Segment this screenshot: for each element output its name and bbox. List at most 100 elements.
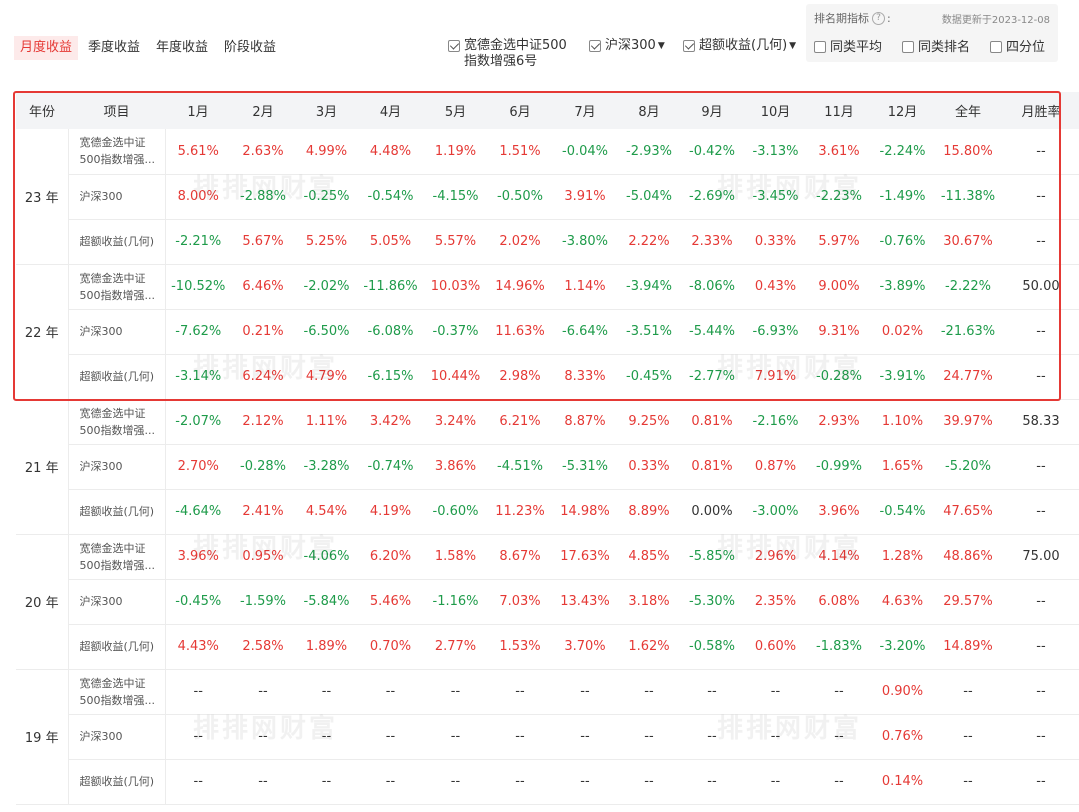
value-cell: -7.62% — [165, 309, 231, 355]
table-row: 20 年宽德金选中证500指数增强... 3.96% 0.95% -4.06% 6.20… — [16, 534, 1079, 670]
value-cell: -2.02% — [295, 264, 358, 310]
category-average-checkbox[interactable] — [814, 40, 826, 53]
item-label: 宽德金选中证500指数增强... — [79, 541, 156, 572]
value-cell: -- — [744, 759, 807, 805]
option-quartile[interactable]: 四分位 — [990, 36, 1045, 55]
value-cell: 4.48% — [358, 129, 423, 175]
chevron-down-icon[interactable]: ▼ — [789, 41, 797, 51]
value-cell: -- — [1002, 444, 1079, 490]
item-label: 超额收益(几何) — [79, 775, 155, 788]
value-cell: 2.41% — [231, 489, 295, 535]
tab-annual-return[interactable]: 年度收益 — [156, 40, 209, 55]
fund-checkbox[interactable] — [448, 40, 460, 52]
value-cell: -2.07% — [165, 399, 231, 445]
value-cell: -3.89% — [871, 264, 934, 310]
value-cell: 0.33% — [618, 444, 680, 490]
item-cell: 沪深300 — [68, 714, 166, 760]
value-cell: -5.44% — [680, 309, 744, 355]
value-cell: 0.90% — [871, 669, 934, 715]
value-cell: -0.42% — [680, 129, 744, 175]
value-cell: 8.33% — [552, 354, 618, 400]
value-cell: -- — [295, 759, 358, 805]
chevron-down-icon[interactable]: ▼ — [657, 41, 665, 51]
tab-monthly-return[interactable]: 月度收益 — [14, 36, 79, 60]
value-cell: 2.22% — [618, 219, 680, 265]
item-label: 宽德金选中证500指数增强... — [79, 271, 156, 302]
fund-series-toggle[interactable]: 宽德金选中证500 指数增强6号 — [448, 38, 567, 70]
item-label: 宽德金选中证500指数增强... — [79, 676, 156, 707]
value-cell: 1.89% — [295, 624, 358, 670]
item-cell: 沪深300 — [68, 579, 166, 625]
value-cell: 5.05% — [358, 219, 423, 265]
column-header: 10月 — [744, 92, 807, 129]
value-cell: -- — [1002, 759, 1079, 805]
value-cell: -- — [1002, 129, 1079, 175]
value-cell: 47.65% — [934, 489, 1002, 535]
category-rank-checkbox[interactable] — [902, 40, 915, 53]
period-tabs: 月度收益 季度收益 年度收益 阶段收益 — [14, 36, 282, 60]
value-cell: -1.59% — [231, 579, 295, 625]
value-cell: -- — [618, 759, 680, 805]
value-cell: -2.23% — [807, 174, 871, 220]
value-cell: 8.89% — [618, 489, 680, 535]
value-cell: 0.81% — [680, 399, 744, 445]
value-cell: -3.28% — [295, 444, 358, 490]
value-cell: -0.74% — [358, 444, 423, 490]
value-cell: 0.81% — [680, 444, 744, 490]
value-cell: -11.86% — [358, 264, 423, 310]
ranking-title: 排名期指标 — [814, 12, 869, 25]
value-cell: 9.31% — [807, 309, 871, 355]
option-category-average[interactable]: 同类平均 — [814, 36, 882, 55]
table-row: 超额收益(几何) -- -- -- -- -- -- -- -- -- -- -- 0.14% -- -- — [16, 759, 1079, 805]
tab-period-return[interactable]: 阶段收益 — [224, 40, 277, 55]
value-cell: 6.24% — [231, 354, 295, 400]
table-row: 超额收益(几何) -3.14% 6.24% 4.79% -6.15% 10.44% 2.98… — [16, 354, 1079, 400]
value-cell: -1.49% — [871, 174, 934, 220]
table-row: 沪深300 -- -- -- -- -- -- -- -- -- -- -- 0.76% -- -- — [16, 714, 1079, 760]
table-row: 超额收益(几何) 4.43% 2.58% 1.89% 0.70% 2.77% 1.53% 3.… — [16, 624, 1079, 670]
value-cell: -- — [934, 714, 1002, 760]
item-label: 宽德金选中证500指数增强... — [79, 406, 156, 437]
value-cell: -0.76% — [871, 219, 934, 265]
value-cell: -0.37% — [423, 309, 488, 355]
option-category-rank[interactable]: 同类排名 — [902, 36, 970, 55]
value-cell: 17.63% — [552, 534, 618, 580]
value-cell: -- — [680, 714, 744, 760]
item-cell: 宽德金选中证500指数增强... — [68, 669, 166, 715]
value-cell: -0.54% — [871, 489, 934, 535]
year-cell: 20 年 — [16, 534, 69, 670]
excess-checkbox[interactable] — [683, 40, 695, 52]
value-cell: 6.20% — [358, 534, 423, 580]
value-cell: 4.19% — [358, 489, 423, 535]
hs300-checkbox[interactable] — [589, 40, 601, 52]
item-cell: 超额收益(几何) — [68, 759, 166, 805]
value-cell: -3.94% — [618, 264, 680, 310]
value-cell: -2.69% — [680, 174, 744, 220]
ranking-panel: 排名期指标 ? : 数据更新于2023-12-08 同类平均 同类排名 四分位 — [806, 4, 1058, 62]
value-cell: 3.86% — [423, 444, 488, 490]
value-cell: -3.45% — [744, 174, 807, 220]
question-circle-icon[interactable]: ? — [872, 11, 885, 25]
excess-series-toggle[interactable]: 超额收益(几何) ▼ — [683, 38, 796, 54]
item-cell: 超额收益(几何) — [68, 489, 166, 535]
value-cell: -5.04% — [618, 174, 680, 220]
value-cell: -10.52% — [165, 264, 231, 310]
column-header: 2月 — [231, 92, 295, 129]
value-cell: 2.02% — [488, 219, 552, 265]
value-cell: 3.24% — [423, 399, 488, 445]
quartile-checkbox[interactable] — [990, 40, 1003, 53]
value-cell: 15.80% — [934, 129, 1002, 175]
item-cell: 超额收益(几何) — [68, 624, 166, 670]
value-cell: 2.33% — [680, 219, 744, 265]
value-cell: -4.51% — [488, 444, 552, 490]
value-cell: 0.33% — [744, 219, 807, 265]
value-cell: 3.42% — [358, 399, 423, 445]
value-cell: 1.62% — [618, 624, 680, 670]
value-cell: -- — [1002, 714, 1079, 760]
tab-quarterly-return[interactable]: 季度收益 — [88, 40, 141, 55]
column-header: 4月 — [358, 92, 423, 129]
table-row: 沪深300 2.70% -0.28% -3.28% -0.74% 3.86% -4.51% -… — [16, 444, 1079, 490]
hs300-series-toggle[interactable]: 沪深300 ▼ — [589, 38, 665, 54]
item-cell: 超额收益(几何) — [68, 219, 166, 265]
value-cell: 1.65% — [871, 444, 934, 490]
